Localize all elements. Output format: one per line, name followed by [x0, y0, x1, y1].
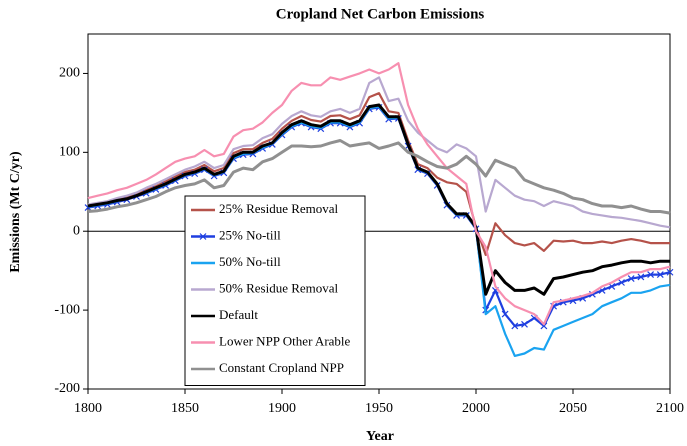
point-marker [521, 320, 528, 328]
series-line [87, 103, 670, 296]
series-line [87, 106, 671, 327]
series-line [87, 92, 670, 256]
point-marker [627, 275, 635, 282]
x-tick-label: 1850 [171, 401, 199, 416]
legend-label: Constant Cropland NPP [219, 360, 344, 375]
point-marker [666, 268, 674, 276]
point-marker [637, 273, 645, 281]
point-marker [647, 271, 655, 279]
legend-marker [199, 233, 207, 240]
x-tick-label: 1800 [74, 401, 102, 416]
legend-label: 50% No-till [219, 254, 281, 269]
series-line [87, 76, 671, 229]
series-line [87, 62, 671, 326]
y-axis-title: Emissions (Mt C/yr) [8, 151, 23, 273]
series-line [87, 139, 671, 215]
point-marker [540, 322, 548, 330]
y-tick-label: -100 [54, 302, 80, 317]
x-tick-label: 2050 [559, 401, 587, 416]
y-tick-label: 200 [59, 66, 80, 81]
point-marker [618, 279, 625, 286]
x-tick-label: 1900 [268, 401, 296, 416]
y-tick-label: 0 [73, 223, 80, 238]
legend-label: 25% Residue Removal [219, 201, 339, 216]
point-marker [511, 322, 519, 330]
legend-label: 50% Residue Removal [219, 280, 339, 295]
legend: 25% Residue Removal 25% No-till 50% No-til… [184, 195, 366, 386]
point-marker [656, 271, 664, 279]
x-tick-label: 2100 [656, 401, 684, 416]
x-axis-title: Year [366, 429, 394, 444]
chart-title: Cropland Net Carbon Emissions [276, 6, 485, 22]
x-tick-label: 2000 [462, 401, 490, 416]
y-tick-label: 100 [59, 145, 80, 160]
point-marker [501, 310, 509, 318]
x-tick-label: 1950 [365, 401, 393, 416]
legend-label: Default [219, 307, 258, 322]
y-tick-label: -200 [54, 381, 80, 396]
legend-label: Lower NPP Other Arable [219, 333, 351, 348]
legend-label: 25% No-till [219, 227, 281, 242]
